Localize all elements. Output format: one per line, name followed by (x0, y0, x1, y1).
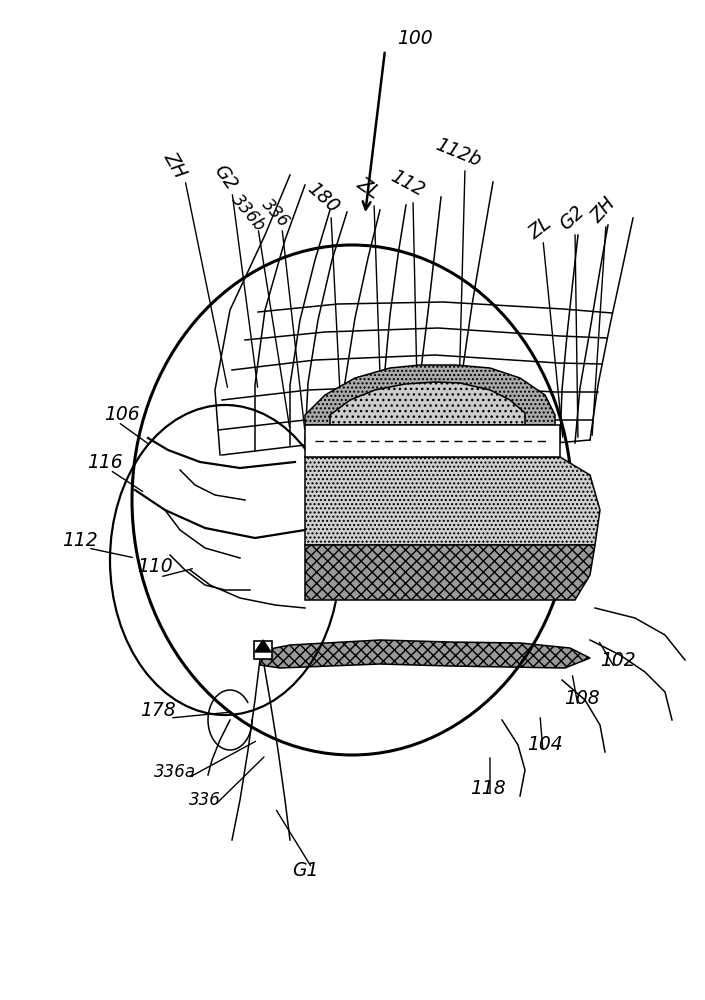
Text: 118: 118 (470, 778, 505, 798)
Text: 112b: 112b (432, 135, 484, 171)
Text: 104: 104 (527, 736, 563, 754)
Text: ZL: ZL (353, 174, 383, 202)
Text: G1: G1 (292, 860, 318, 880)
Text: ZL: ZL (525, 213, 555, 243)
Polygon shape (255, 640, 271, 652)
Text: 336a: 336a (154, 763, 196, 781)
Polygon shape (330, 382, 525, 425)
Polygon shape (260, 640, 590, 668)
Text: ZH: ZH (587, 194, 619, 226)
Bar (254, 641, 272, 659)
Text: 112: 112 (387, 167, 427, 201)
Text: 336b: 336b (228, 191, 269, 235)
Text: ZH: ZH (160, 149, 190, 181)
Text: 180: 180 (303, 179, 343, 217)
Text: 100: 100 (397, 28, 433, 47)
Text: 108: 108 (564, 688, 600, 708)
Text: 336: 336 (257, 195, 293, 231)
Bar (305, 425, 560, 457)
Text: 178: 178 (140, 700, 176, 720)
Text: 116: 116 (87, 452, 123, 472)
Text: 110: 110 (137, 558, 173, 576)
Text: G2: G2 (209, 162, 240, 194)
Polygon shape (305, 457, 600, 545)
Text: G2: G2 (556, 202, 588, 234)
Polygon shape (305, 545, 595, 600)
Text: 112: 112 (62, 530, 98, 550)
Text: 336: 336 (189, 791, 221, 809)
Text: 106: 106 (104, 406, 140, 424)
Polygon shape (305, 365, 555, 425)
Text: 102: 102 (600, 650, 636, 670)
